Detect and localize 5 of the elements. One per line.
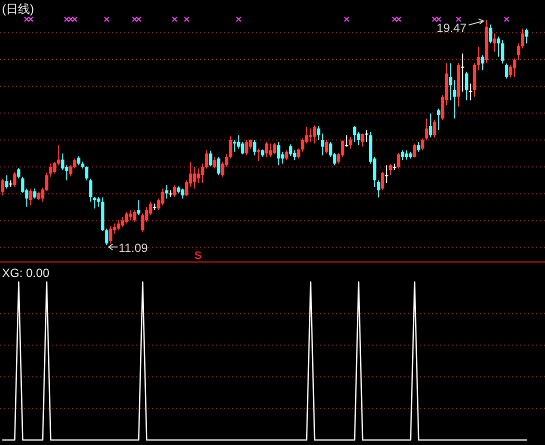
- text: S: [194, 250, 202, 262]
- annotation: 19.47: [436, 21, 467, 35]
- chart-title: XG: 0.00: [2, 266, 50, 280]
- chart-title: (日线): [2, 2, 34, 16]
- annotation: 11.09: [118, 241, 148, 255]
